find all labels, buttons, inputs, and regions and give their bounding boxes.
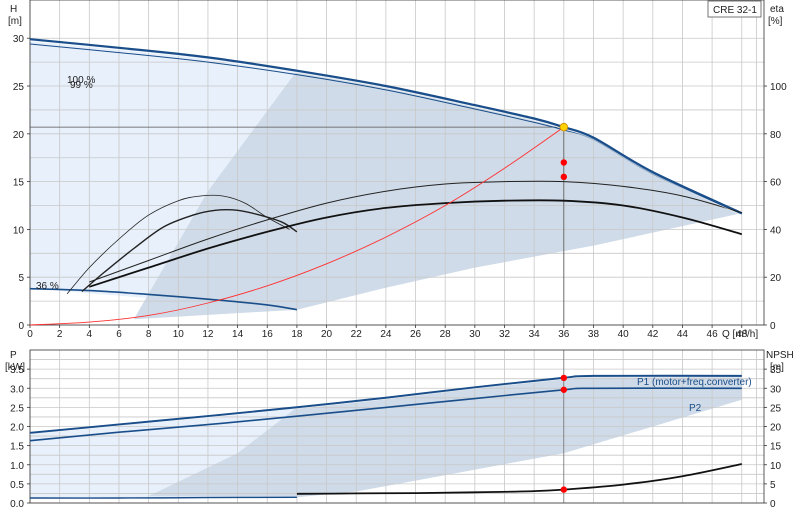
- system-curve: [29, 126, 565, 326]
- bottom-y-left-unit: [kW]: [5, 362, 25, 373]
- x-tick-label: 48: [736, 329, 748, 340]
- x-tick-label: 10: [173, 329, 185, 340]
- p-tick-label: 2.5: [10, 403, 24, 414]
- h-tick-label: 20: [13, 130, 25, 141]
- p-tick-label: 0.5: [10, 480, 24, 491]
- h-tick-label: 15: [13, 178, 25, 189]
- label-p2: P2: [689, 403, 702, 414]
- eta-tick-label: 80: [770, 130, 782, 141]
- npsh-tick-label: 15: [770, 442, 782, 453]
- x-tick-label: 16: [262, 329, 274, 340]
- npsh-tick-label: 35: [770, 365, 782, 376]
- x-tick-label: 2: [57, 329, 63, 340]
- x-tick-label: 34: [529, 329, 541, 340]
- eta-tick-label: 0: [770, 321, 776, 332]
- x-tick-label: 36: [558, 329, 570, 340]
- bottom-y-right-label: NPSH: [766, 350, 794, 361]
- npsh-tick-label: 0: [770, 499, 776, 510]
- top-y-left-label: H: [10, 4, 17, 15]
- top-y-left-unit: [m]: [8, 16, 22, 27]
- x-tick-label: 24: [380, 329, 392, 340]
- eta-tick-label: 100: [770, 82, 787, 93]
- npsh-tick-label: 25: [770, 403, 782, 414]
- curve-p1-highlight: [29, 376, 742, 435]
- x-tick-label: 20: [321, 329, 333, 340]
- curve-100-percent: [29, 38, 743, 215]
- eta-tick-label: 40: [770, 225, 782, 236]
- duty-point-marker: [559, 122, 569, 132]
- eta-curve-large-b: [89, 199, 743, 288]
- x-axis-label: Q [m³/h]: [722, 329, 758, 340]
- operating-band-mid: [133, 70, 742, 320]
- eta-curve-large-a: [89, 180, 742, 283]
- npsh-tick-label: 5: [770, 480, 776, 491]
- x-tick-label: 30: [469, 329, 481, 340]
- marker-bottom-0: [560, 374, 568, 382]
- x-tick-label: 28: [440, 329, 452, 340]
- x-tick-label: 14: [232, 329, 244, 340]
- top-y-right-label: eta: [770, 4, 784, 15]
- label-p1: P1 (motor+freq.converter): [637, 377, 752, 388]
- x-tick-label: 46: [707, 329, 719, 340]
- p-tick-label: 0.0: [10, 499, 24, 510]
- h-tick-label: 25: [13, 82, 25, 93]
- p-tick-label: 3.5: [10, 365, 24, 376]
- x-tick-label: 12: [202, 329, 214, 340]
- curve-p2: [29, 387, 742, 442]
- curve-npsh: [296, 463, 742, 495]
- model-label: CRE 32-1: [713, 5, 757, 16]
- curve-p1: [29, 374, 742, 435]
- top-plot-frame: [29, 0, 765, 326]
- p-tick-label: 1.5: [10, 442, 24, 453]
- x-tick-label: 32: [499, 329, 511, 340]
- x-tick-label: 4: [87, 329, 93, 340]
- curve-100-highlight: [29, 40, 742, 216]
- npsh-tick-label: 30: [770, 384, 782, 395]
- marker-bottom-2: [560, 486, 568, 493]
- bottom-y-left-label: P: [10, 350, 17, 361]
- eta-curve-small-a: [66, 194, 290, 295]
- x-tick-label: 44: [677, 329, 689, 340]
- p-tick-label: 3.0: [10, 384, 24, 395]
- h-tick-label: 0: [18, 321, 24, 332]
- label-100-percent: 100 %: [67, 75, 95, 86]
- bottom-y-right-unit: [m]: [770, 362, 784, 373]
- x-tick-label: 40: [618, 329, 630, 340]
- x-tick-label: 18: [291, 329, 303, 340]
- model-label-box: [707, 0, 762, 18]
- x-tick-label: 38: [588, 329, 600, 340]
- curve-p-low-speed: [29, 496, 297, 499]
- h-tick-label: 10: [13, 225, 25, 236]
- marker-top-2: [560, 173, 568, 181]
- h-tick-label: 30: [13, 34, 25, 45]
- npsh-tick-label: 20: [770, 423, 782, 434]
- p-tick-label: 2.0: [10, 423, 24, 434]
- x-tick-label: 0: [27, 329, 33, 340]
- x-tick-label: 8: [146, 329, 152, 340]
- marker-top-1: [560, 159, 568, 166]
- plot-layer: 0 2 4 6 8 10 12 14 16 18 20 22 24 26 28 30 32 34 36 38 40 42 4…: [10, 0, 787, 510]
- top-y-right-unit: [%]: [768, 16, 783, 27]
- p-tick-label: 1.0: [10, 461, 24, 472]
- x-tick-label: 22: [351, 329, 363, 340]
- x-tick-label: 6: [116, 329, 122, 340]
- h-tick-label: 5: [18, 273, 24, 284]
- x-tick-label: 42: [647, 329, 659, 340]
- label-99-percent: 99 %: [70, 80, 93, 91]
- eta-tick-label: 20: [770, 273, 782, 284]
- marker-bottom-1: [560, 386, 568, 393]
- eta-tick-label: 60: [770, 178, 782, 189]
- npsh-tick-label: 10: [770, 461, 782, 472]
- x-tick-label: 26: [410, 329, 422, 340]
- label-36-percent: 36 %: [36, 281, 59, 292]
